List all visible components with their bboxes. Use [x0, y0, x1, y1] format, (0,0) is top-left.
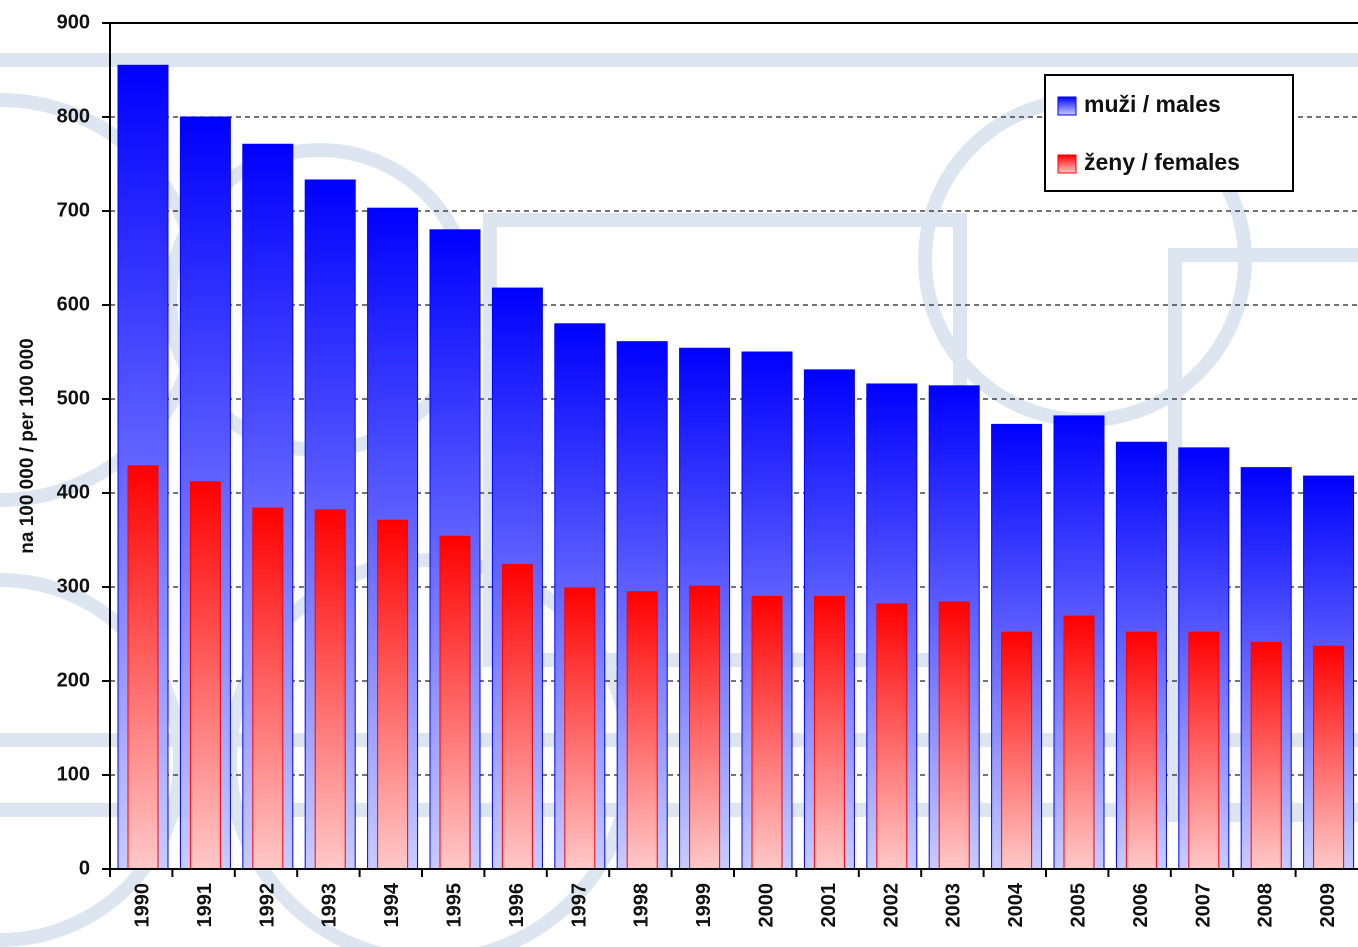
x-tick-label: 2008 [1255, 883, 1277, 928]
bar [813, 595, 845, 870]
bar [501, 563, 533, 870]
x-tick-label: 2005 [1067, 883, 1089, 928]
bar [439, 535, 471, 870]
bar [938, 601, 970, 870]
bar [564, 587, 596, 870]
x-tick-label: 1992 [256, 883, 278, 928]
legend-box [1044, 74, 1294, 192]
x-tick-label: 1994 [381, 882, 403, 927]
y-tick-label: 700 [57, 199, 90, 221]
y-tick-label: 300 [57, 575, 90, 597]
legend: muži / males ženy / females [1044, 74, 1294, 192]
x-tick-label: 1993 [319, 883, 341, 928]
x-tick-label: 2002 [880, 883, 902, 928]
x-tick-label: 1995 [443, 883, 465, 928]
x-tick-label: 2001 [818, 883, 840, 928]
bar [1313, 645, 1345, 870]
y-tick-label: 400 [57, 481, 90, 503]
legend-swatch [1057, 154, 1077, 174]
bar [626, 591, 658, 870]
x-tick-label: 2006 [1130, 883, 1152, 928]
x-tick-label: 2003 [943, 883, 965, 928]
y-tick-label: 800 [57, 105, 90, 127]
legend-swatch [1057, 96, 1077, 116]
x-tick-label: 2004 [1005, 882, 1027, 927]
bar [1001, 631, 1033, 870]
legend-label: muži / males [1084, 91, 1221, 117]
bar [876, 603, 908, 870]
y-tick-label: 600 [57, 293, 90, 315]
y-tick-label: 900 [57, 11, 90, 33]
x-tick-label: 1990 [131, 883, 153, 928]
legend-label: ženy / females [1084, 149, 1240, 175]
y-tick-label: 100 [57, 763, 90, 785]
bar [377, 519, 409, 870]
bar [689, 585, 721, 870]
bar [1188, 631, 1220, 870]
y-tick-label: 200 [57, 669, 90, 691]
x-tick-label: 2000 [755, 883, 777, 928]
bar [1250, 641, 1282, 870]
x-tick-label: 1997 [568, 883, 590, 928]
bar [751, 595, 783, 870]
x-tick-label: 1991 [194, 883, 216, 928]
bar [127, 465, 159, 870]
bar [252, 507, 284, 870]
bar [1125, 631, 1157, 870]
y-axis-label: na 100 000 / per 100 000 [17, 338, 38, 554]
y-tick-label: 500 [57, 387, 90, 409]
bar [314, 509, 346, 870]
x-tick-label: 2009 [1317, 883, 1339, 928]
y-tick-label: 0 [79, 857, 90, 879]
x-tick-label: 1996 [506, 883, 528, 928]
bar [189, 481, 221, 870]
x-tick-label: 2007 [1192, 883, 1214, 928]
x-tick-label: 1999 [693, 883, 715, 928]
x-tick-label: 1998 [631, 883, 653, 928]
bar [1063, 615, 1095, 870]
